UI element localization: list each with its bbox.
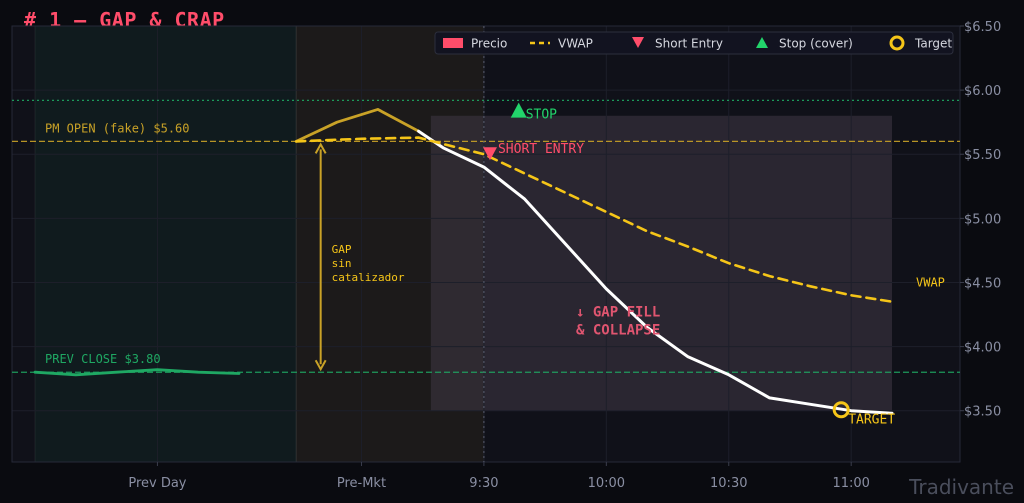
legend: Precio VWAP Short Entry Stop (cover) Target xyxy=(434,31,954,55)
gap-arrow-head-up xyxy=(314,142,327,154)
region-prev-day xyxy=(34,25,297,463)
collapse-annotation: & COLLAPSE xyxy=(576,323,660,339)
watermark: Tradivante xyxy=(909,475,1014,499)
collapse-annotation: ↓ GAP FILL xyxy=(576,305,660,321)
x-tick-label: Prev Day xyxy=(128,476,186,491)
gap-label: GAP xyxy=(332,243,352,256)
gap-label: sin xyxy=(332,257,352,270)
y-tick-label: $5.00 xyxy=(964,212,1001,227)
y-tick-label: $5.50 xyxy=(964,148,1001,163)
y-tick-label: $6.00 xyxy=(964,84,1001,99)
legend-swatch xyxy=(889,35,905,51)
short-entry-marker xyxy=(482,147,497,161)
y-tick-label: $6.50 xyxy=(964,20,1001,35)
stop-marker xyxy=(510,102,527,118)
region-short-zone xyxy=(430,115,892,411)
legend-label: Short Entry xyxy=(655,37,723,51)
legend-label: VWAP xyxy=(558,37,593,51)
price-line-prev-day xyxy=(33,368,241,377)
legend-box xyxy=(434,31,954,55)
plot-border xyxy=(11,25,961,463)
x-tick-label: 11:00 xyxy=(832,476,869,491)
x-tick-label: Pre-Mkt xyxy=(337,476,386,491)
vwap-line xyxy=(294,136,894,303)
reference-line-label: PM OPEN (fake) $5.60 xyxy=(45,121,190,135)
short-entry-label: SHORT ENTRY xyxy=(498,142,584,157)
legend-label: Stop (cover) xyxy=(779,37,853,51)
price-line-pre-market xyxy=(294,108,420,143)
reference-line-label: PREV CLOSE $3.80 xyxy=(45,352,161,366)
x-tick-label: 10:00 xyxy=(588,476,625,491)
y-tick-label: $4.50 xyxy=(964,276,1001,291)
y-tick-label: $4.00 xyxy=(964,341,1001,356)
x-tick-label: 9:30 xyxy=(469,476,498,491)
stop-label: STOP xyxy=(526,108,557,123)
legend-label: Target xyxy=(914,37,952,51)
price-line-session xyxy=(417,129,894,415)
legend-label: Precio xyxy=(471,37,507,51)
vwap-end-label: VWAP xyxy=(916,275,945,289)
gap-label: catalizador xyxy=(332,271,405,284)
legend-swatch xyxy=(443,38,463,48)
x-tick-label: 10:30 xyxy=(710,476,747,491)
target-marker xyxy=(832,401,850,419)
legend-swatch xyxy=(632,37,644,48)
legend-swatch xyxy=(756,37,768,48)
y-tick-label: $3.50 xyxy=(964,405,1001,420)
gap-arrow-head-down xyxy=(314,359,327,372)
target-label: TARGET xyxy=(848,413,895,428)
